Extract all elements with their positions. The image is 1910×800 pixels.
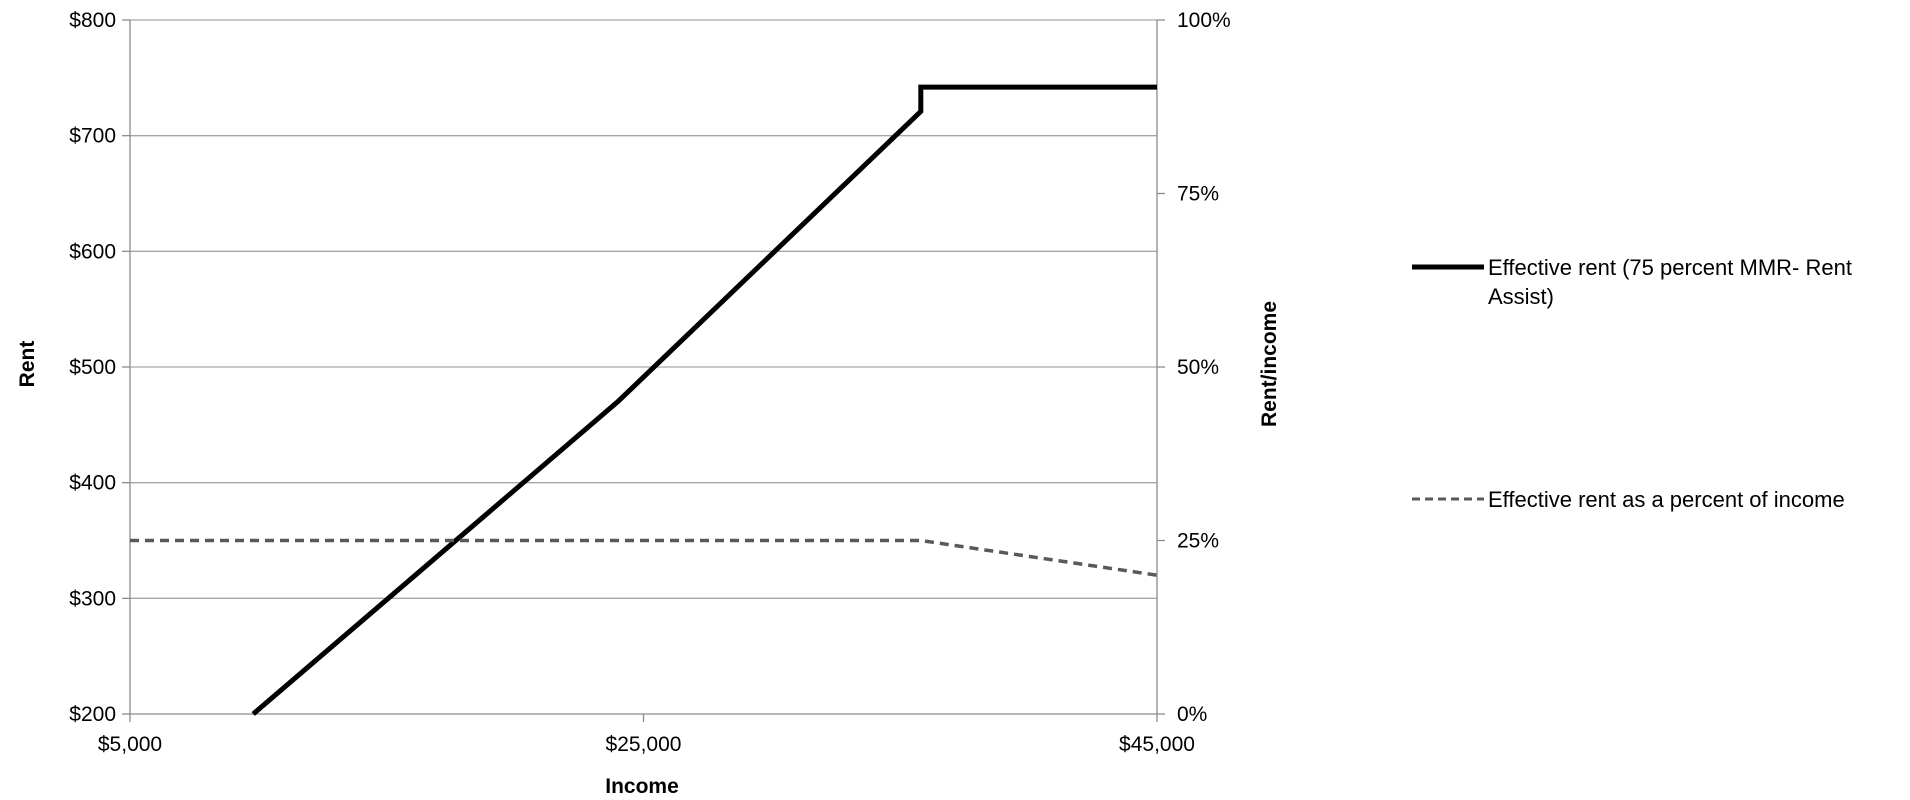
y-tick-label: $700 — [69, 125, 116, 148]
series-lines — [130, 84, 1158, 716]
y2-tick-label: 75% — [1177, 183, 1219, 206]
y2-tick-label: 0% — [1177, 703, 1207, 726]
x-tick-label: $5,000 — [98, 733, 162, 756]
legend-label-rent-percent: Effective rent as a percent of income — [1488, 487, 1845, 512]
y-tick-label: $400 — [69, 472, 116, 495]
series-line-rent-percent — [130, 538, 1158, 577]
y-tick-label: $200 — [69, 703, 116, 726]
legend-label-effective-rent-line1: Effective rent (75 percent MMR- Rent — [1488, 255, 1852, 280]
tick-labels: $200 $300 $400 $500 $600 $700 $800 0% 25% 50% 75% 1… — [69, 9, 1230, 756]
y2-axis-title: Rent/income — [1258, 301, 1281, 427]
x-tick-label: $25,000 — [606, 733, 682, 756]
y2-tick-label: 100% — [1177, 9, 1231, 32]
y-tick-label: $300 — [69, 587, 116, 610]
x-tick-label: $45,000 — [1119, 733, 1195, 756]
axes — [122, 19, 1165, 722]
y2-tick-label: 50% — [1177, 356, 1219, 379]
y-axis-title: Rent — [16, 341, 39, 388]
legend-label-effective-rent: Effective rent (75 percent MMR- Rent Ass… — [1488, 255, 1858, 309]
y-tick-label: $500 — [69, 356, 116, 379]
legend-label-effective-rent-line2: Assist) — [1488, 284, 1554, 309]
y-tick-label: $600 — [69, 240, 116, 263]
series-line-effective-rent — [251, 84, 1157, 716]
gridlines — [130, 19, 1157, 599]
legend: Effective rent (75 percent MMR- Rent Ass… — [1412, 255, 1858, 512]
x-axis-title: Income — [605, 775, 679, 798]
y2-tick-label: 25% — [1177, 530, 1219, 553]
y-tick-label: $800 — [69, 9, 116, 32]
